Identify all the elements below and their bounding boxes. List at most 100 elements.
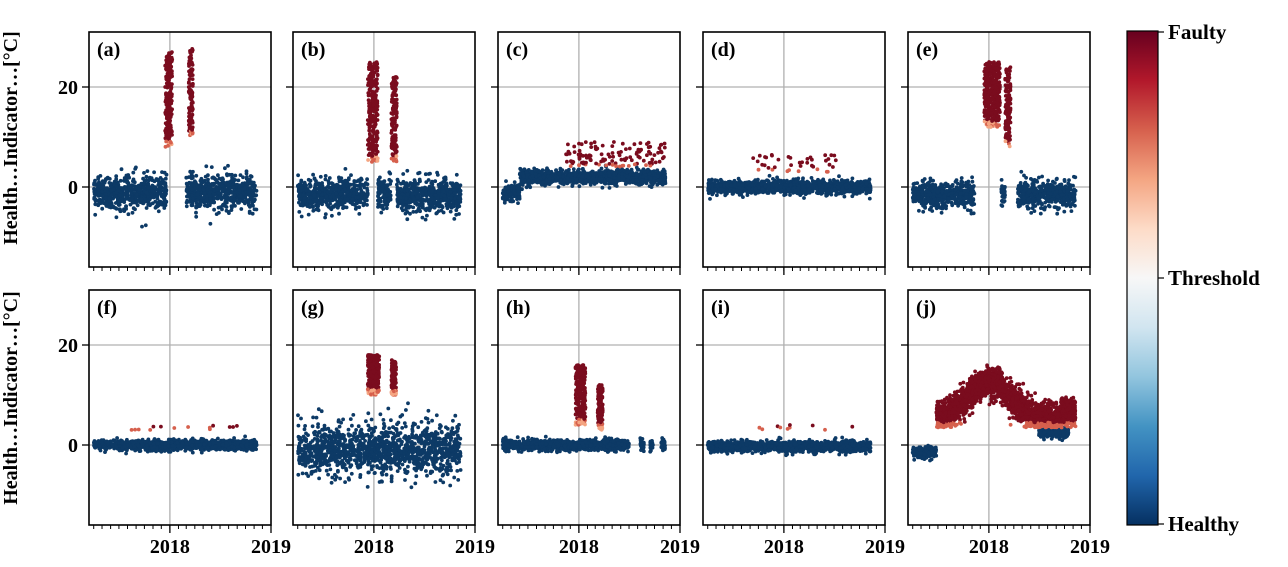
data-point xyxy=(311,208,316,213)
panel-c: (c) xyxy=(491,31,681,275)
data-point xyxy=(376,189,381,194)
data-point xyxy=(604,163,608,168)
data-point xyxy=(579,142,584,147)
data-point xyxy=(375,130,380,135)
data-point xyxy=(225,197,230,202)
data-point xyxy=(521,174,526,179)
data-point xyxy=(607,181,611,186)
data-point xyxy=(244,181,249,186)
data-point xyxy=(576,152,581,157)
data-point xyxy=(372,145,377,150)
data-point xyxy=(637,155,642,160)
data-point xyxy=(393,127,398,132)
data-point xyxy=(582,170,587,175)
data-point xyxy=(208,190,213,194)
data-point xyxy=(520,187,524,192)
data-point xyxy=(220,188,225,192)
data-point xyxy=(405,192,410,197)
data-point xyxy=(544,168,549,173)
data-point xyxy=(146,181,151,186)
data-point xyxy=(556,185,561,189)
data-point xyxy=(212,200,217,205)
data-point xyxy=(432,200,437,204)
data-point xyxy=(531,179,536,184)
data-point xyxy=(436,189,441,193)
data-point xyxy=(653,160,658,165)
data-point xyxy=(114,184,119,189)
data-point xyxy=(366,122,370,126)
data-point xyxy=(379,189,384,194)
data-point xyxy=(208,200,213,205)
data-point xyxy=(296,173,300,178)
data-point xyxy=(154,204,159,209)
data-point xyxy=(308,195,313,200)
data-point xyxy=(393,111,398,116)
data-point xyxy=(133,200,138,205)
data-point xyxy=(107,177,112,181)
data-point xyxy=(190,127,195,132)
data-point xyxy=(238,193,243,198)
data-point xyxy=(375,77,379,82)
data-point xyxy=(385,187,389,191)
data-point xyxy=(394,104,399,108)
y-axis-label-group: Health…Indicator…[°C] Health…Indicator…[… xyxy=(0,31,22,505)
data-point xyxy=(400,198,404,203)
data-point xyxy=(337,211,341,216)
data-point xyxy=(368,103,373,108)
data-point xyxy=(126,212,131,217)
data-point xyxy=(164,108,169,113)
data-point xyxy=(127,175,131,180)
data-point xyxy=(424,208,428,213)
data-point xyxy=(128,184,133,189)
data-point xyxy=(626,164,631,168)
data-point xyxy=(617,164,622,169)
data-point xyxy=(418,202,423,207)
data-point xyxy=(131,179,135,184)
data-point xyxy=(382,189,387,194)
data-point xyxy=(334,191,339,196)
data-point xyxy=(631,178,635,183)
panel-frame xyxy=(497,31,681,268)
data-point xyxy=(250,211,255,216)
data-point xyxy=(105,186,109,191)
data-point xyxy=(96,176,101,181)
data-point xyxy=(607,154,612,159)
data-point xyxy=(366,158,370,162)
data-point xyxy=(187,77,192,81)
data-point xyxy=(390,81,395,86)
data-point xyxy=(374,152,378,156)
data-point xyxy=(370,141,375,146)
data-point xyxy=(629,158,634,163)
data-point xyxy=(395,192,400,197)
data-point xyxy=(353,183,358,188)
data-point xyxy=(566,176,570,181)
data-point xyxy=(129,197,134,202)
data-point xyxy=(603,157,607,162)
data-point xyxy=(647,184,652,189)
data-point xyxy=(450,199,455,204)
data-point xyxy=(191,196,196,201)
data-point xyxy=(343,167,348,171)
data-point xyxy=(417,170,422,175)
data-point xyxy=(632,162,637,167)
data-point xyxy=(306,212,311,217)
data-point xyxy=(428,200,433,205)
data-point xyxy=(506,189,511,194)
data-point xyxy=(357,205,362,210)
data-point xyxy=(239,207,244,211)
data-point xyxy=(376,205,380,209)
data-point xyxy=(662,141,667,146)
data-point xyxy=(525,173,530,178)
data-point xyxy=(640,181,645,186)
data-point xyxy=(96,202,100,207)
data-point xyxy=(164,67,168,71)
data-point xyxy=(326,184,330,189)
data-point xyxy=(368,118,373,122)
data-point xyxy=(352,179,357,183)
data-point xyxy=(100,189,104,194)
data-point xyxy=(378,196,383,201)
data-point xyxy=(382,198,387,203)
scatter-points xyxy=(500,140,668,206)
data-point xyxy=(376,193,381,198)
